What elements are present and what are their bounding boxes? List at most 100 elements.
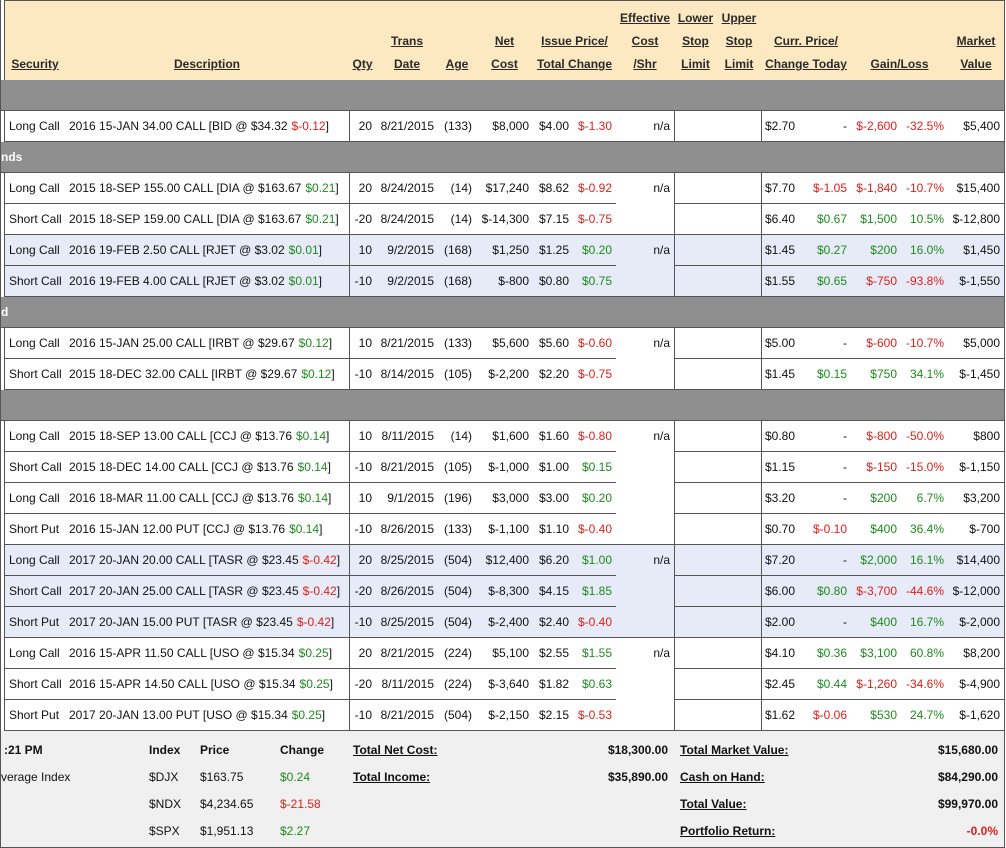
cell-text: $12,400: [485, 553, 529, 567]
data-cell: $4.15: [533, 576, 574, 607]
data-cell: $-700: [948, 514, 1005, 545]
cell-text: $1,250: [492, 243, 529, 257]
index-value: $1,951.13: [200, 824, 254, 838]
description-line: 2015 18-SEP 13.00 CALL [CCJ @ $13.76 $0.1…: [69, 421, 329, 451]
index-value: $NDX: [149, 797, 182, 811]
data-cell: $1.25: [533, 235, 574, 266]
cell-text: Short Put: [9, 708, 60, 722]
footer-index-panel: :21 PM verage Index Index Price Change $DJX $1…: [1, 731, 349, 848]
description-cell: 2017 20-JAN 25.00 CALL [TASR @ $23.45 $-0…: [65, 576, 350, 607]
data-cell: $2.40: [533, 607, 574, 638]
cell-text: $2.15: [538, 708, 569, 722]
header-text: Change Today: [765, 57, 847, 71]
cell-text: $-2,600: [856, 119, 897, 133]
data-cell: $-2,600: [851, 111, 902, 142]
index-header: Change: [280, 743, 325, 757]
header-text: Net: [494, 34, 515, 48]
cell-text: -44.6%: [905, 584, 944, 598]
data-cell: (504): [438, 700, 477, 731]
footer-value-panel: Total Market Value: $15,680.00 Cash on Han…: [674, 731, 1005, 848]
cell-text: $0.65: [816, 274, 847, 288]
header-text: Upper: [721, 11, 757, 25]
data-cell: $-0.75: [573, 204, 617, 235]
stop-cell: [717, 359, 762, 390]
footer-cost-panel: Total Net Cost: $18,300.00 Total Income: $3…: [348, 731, 675, 848]
data-cell: Short Call: [4, 452, 66, 483]
header-text: Cost: [631, 34, 659, 48]
description-cell: 2015 18-DEC 14.00 CALL [CCJ @ $13.76 $0.1…: [65, 452, 350, 483]
data-cell: $0.44: [804, 669, 852, 700]
effective-cost: n/a: [653, 119, 670, 133]
cell-text: 8/21/2015: [380, 119, 434, 133]
cell-text: -93.8%: [905, 274, 944, 288]
cell-text: $-12,800: [952, 212, 1000, 226]
description-close: ]: [327, 460, 331, 474]
description-line: 2016 18-MAR 11.00 CALL [CCJ @ $13.76 $0.1…: [69, 483, 331, 513]
header-lines: Market Value: [948, 30, 1004, 76]
stop-cell: [717, 173, 762, 204]
data-cell: $14,400: [948, 545, 1005, 576]
description-text: 2016 15-JAN 12.00 PUT [CCJ @ $13.76: [69, 522, 286, 536]
data-cell: 20: [349, 638, 377, 669]
description-line: 2016 15-APR 14.50 CALL [USO @ $15.34 $0.2…: [69, 669, 333, 699]
data-cell: $-12,800: [948, 204, 1005, 235]
data-cell: 24.7%: [901, 700, 949, 731]
data-cell: 10.5%: [901, 204, 949, 235]
data-cell: $2.00: [761, 607, 805, 638]
quote-change: $-0.12: [291, 119, 326, 133]
effective-cost-cell: n/a: [616, 235, 675, 297]
index-value: $0.24: [280, 770, 311, 784]
data-cell: 20: [349, 545, 377, 576]
total-value: $15,680.00: [937, 743, 998, 757]
stop-cell: [674, 111, 718, 142]
data-cell: $5.00: [761, 328, 805, 359]
cell-text: $1.82: [538, 677, 569, 691]
cell-text: $0.15: [816, 367, 847, 381]
data-cell: $7.70: [761, 173, 805, 204]
cell-text: $-1,620: [959, 708, 1000, 722]
data-cell: $-0.40: [573, 514, 617, 545]
data-cell: -20: [349, 576, 377, 607]
data-cell: $3.20: [761, 483, 805, 514]
description-cell: 2016 19-FEB 2.50 CALL [RJET @ $3.02 $0.01…: [65, 235, 350, 266]
effective-cost: n/a: [653, 243, 670, 257]
cell-text: $2.40: [538, 615, 569, 629]
cell-text: $-2,000: [959, 615, 1000, 629]
cell-text: Long Call: [9, 553, 60, 567]
data-cell: $1.45: [761, 359, 805, 390]
cell-text: Long Call: [9, 243, 60, 257]
data-cell: $-2,150: [476, 700, 534, 731]
data-cell: Short Call: [4, 576, 66, 607]
cell-text: $5,600: [492, 336, 529, 350]
cell-text: 6.7%: [916, 491, 944, 505]
cell-text: $-0.06: [812, 708, 847, 722]
cell-text: Short Call: [9, 274, 62, 288]
data-cell: Long Call: [4, 545, 66, 576]
cell-text: $1.10: [538, 522, 569, 536]
data-cell: $3,100: [851, 638, 902, 669]
header-text: Stop: [725, 34, 753, 48]
cell-text: Short Call: [9, 584, 62, 598]
data-cell: 20: [349, 173, 377, 204]
description-cell: 2017 20-JAN 15.00 PUT [TASR @ $23.45 $-0.…: [65, 607, 350, 638]
effective-cost: n/a: [653, 429, 670, 443]
stop-cell: [717, 235, 762, 266]
data-cell: 8/24/2015: [376, 204, 439, 235]
cell-text: $7.70: [765, 181, 796, 195]
data-cell: $800: [948, 421, 1005, 452]
description-line: 2015 18-DEC 32.00 CALL [IRBT @ $29.67 $0.…: [69, 359, 335, 389]
cell-text: 8/11/2015: [381, 429, 435, 443]
total-label: Cash on Hand:: [680, 770, 765, 784]
quote-change: $0.14: [297, 460, 328, 474]
cell-text: $-1,550: [959, 274, 1000, 288]
cell-text: 10: [358, 336, 372, 350]
cell-text: $-0.75: [577, 367, 612, 381]
cell-text: (168): [443, 243, 472, 257]
data-cell: 10: [349, 483, 377, 514]
cell-text: 8/26/2015: [380, 584, 434, 598]
stop-cell: [717, 111, 762, 142]
data-cell: 20: [349, 111, 377, 142]
data-cell: $7.15: [533, 204, 574, 235]
index-value: $-21.58: [280, 797, 321, 811]
